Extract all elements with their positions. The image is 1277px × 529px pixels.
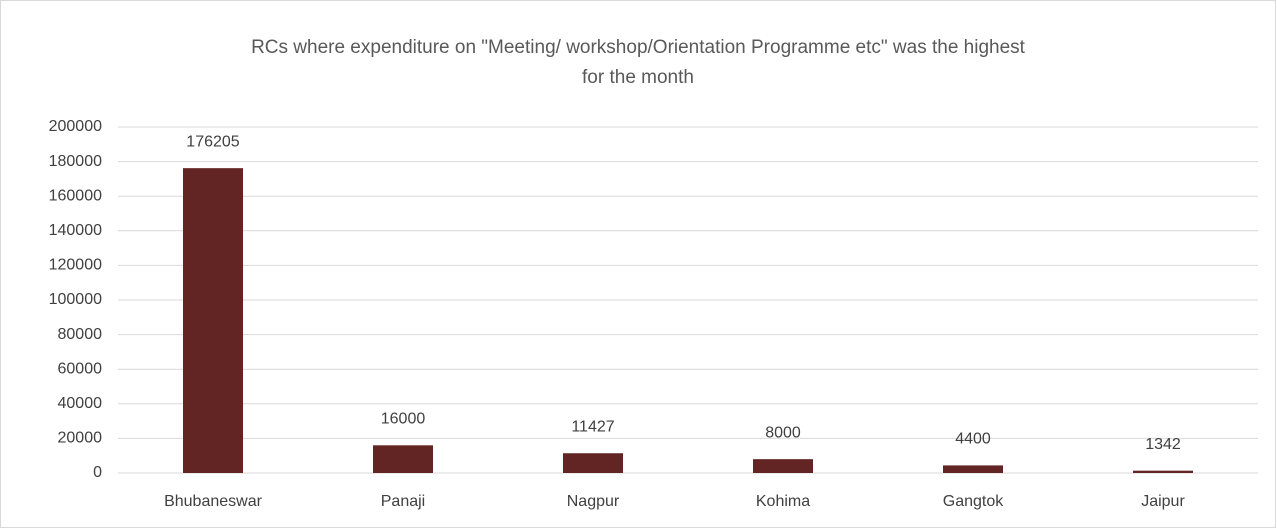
bar <box>183 168 243 473</box>
y-tick-label: 20000 <box>58 430 103 447</box>
data-label: 16000 <box>381 411 426 428</box>
bar <box>563 453 623 473</box>
x-tick-label: Nagpur <box>567 493 620 510</box>
y-tick-label: 0 <box>93 464 102 481</box>
x-tick-label: Bhubaneswar <box>164 493 263 510</box>
y-tick-label: 60000 <box>58 360 103 377</box>
y-tick-label: 180000 <box>49 153 102 170</box>
data-label: 4400 <box>955 431 991 448</box>
y-tick-label: 140000 <box>49 222 102 239</box>
y-tick-label: 120000 <box>49 257 102 274</box>
bar <box>1133 470 1193 473</box>
x-tick-label: Kohima <box>756 493 810 510</box>
y-tick-label: 100000 <box>49 291 102 308</box>
x-tick-label: Gangtok <box>943 493 1004 510</box>
bar <box>943 465 1003 473</box>
x-tick-label: Panaji <box>381 493 425 510</box>
data-label: 176205 <box>186 133 239 150</box>
y-tick-label: 200000 <box>49 118 102 135</box>
bar <box>753 459 813 473</box>
data-label: 8000 <box>765 424 801 441</box>
y-tick-label: 40000 <box>58 395 103 412</box>
y-tick-label: 160000 <box>49 187 102 204</box>
bar <box>373 445 433 473</box>
chart-title: RCs where expenditure on "Meeting/ works… <box>251 37 1025 88</box>
x-tick-label: Jaipur <box>1141 493 1185 510</box>
data-label: 11427 <box>571 418 614 435</box>
data-label: 1342 <box>1145 436 1181 453</box>
y-tick-label: 80000 <box>58 326 103 343</box>
